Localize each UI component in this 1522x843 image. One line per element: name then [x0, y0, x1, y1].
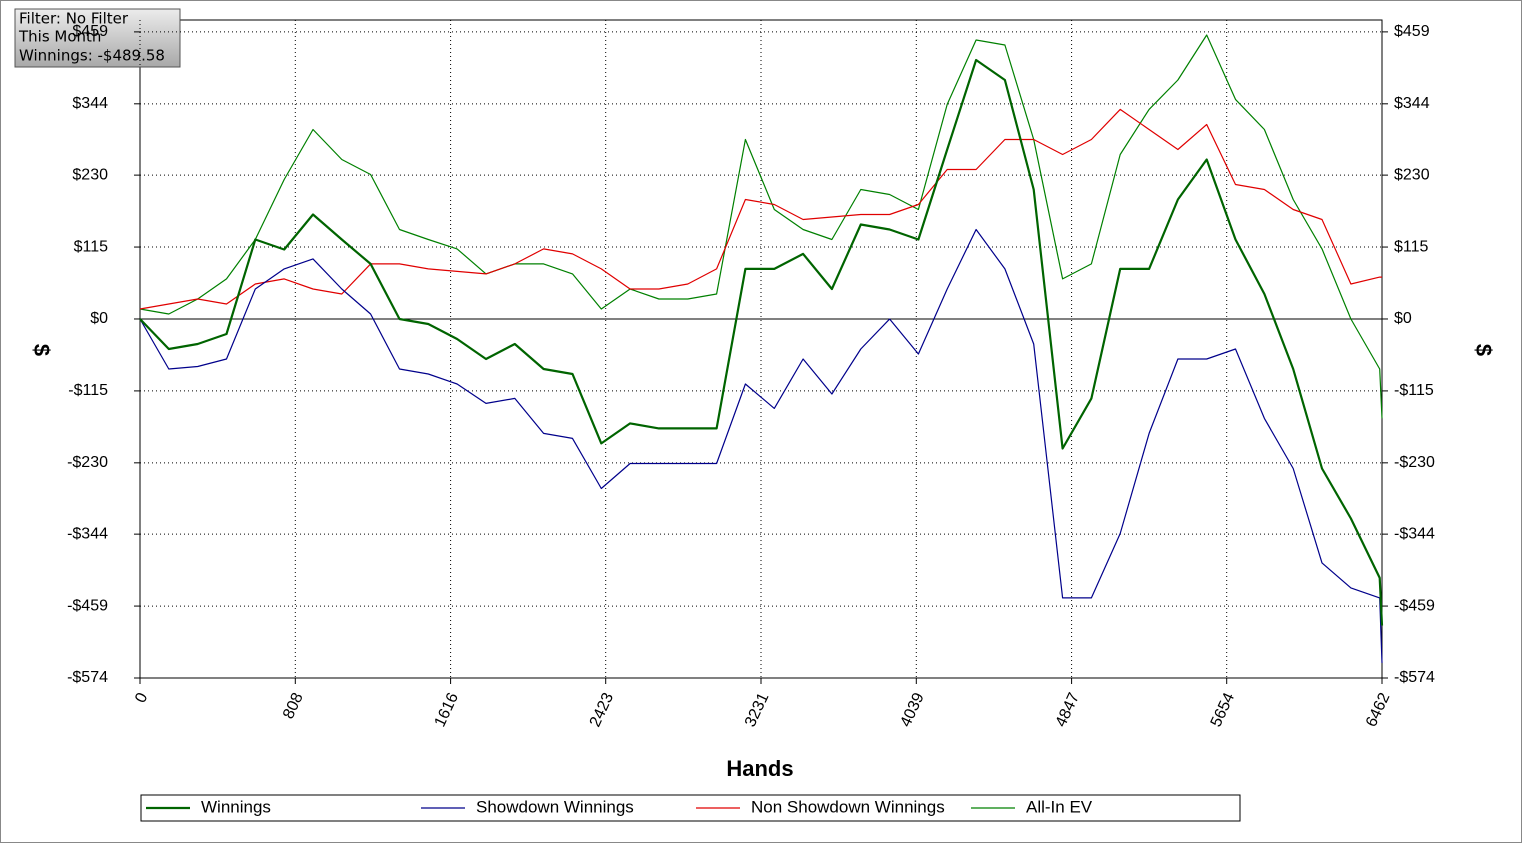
series-line	[139, 58, 1384, 626]
y-tick-label: -$230	[67, 454, 108, 471]
y-tick-label: $344	[72, 95, 108, 112]
y2-tick-label: $0	[1394, 310, 1412, 327]
legend-label: Non Showdown Winnings	[751, 797, 945, 816]
legend	[140, 794, 1241, 822]
series-line	[139, 34, 1383, 419]
y-tick-label: $115	[74, 238, 109, 255]
y2-tick-label: $459	[1394, 23, 1430, 40]
info-text: Winnings: -$489.58	[19, 47, 165, 65]
y-tick-label: -$459	[67, 597, 108, 614]
x-axis-title: Hands	[726, 756, 793, 781]
y2-axis-title: $	[1471, 344, 1496, 356]
y-tick-label: $0	[90, 310, 108, 327]
y-tick-label: -$115	[68, 382, 108, 399]
y-tick-label: $459	[72, 23, 108, 40]
series-line	[139, 108, 1382, 310]
y2-tick-label: -$115	[1394, 382, 1434, 399]
y2-tick-label: -$230	[1394, 454, 1435, 471]
y2-tick-label: -$344	[1394, 525, 1435, 542]
y2-tick-label: $344	[1394, 95, 1430, 112]
legend-label: Showdown Winnings	[476, 797, 634, 816]
y2-tick-label: -$574	[1394, 669, 1435, 686]
series-line	[139, 228, 1383, 664]
y2-tick-label: $230	[1394, 166, 1430, 183]
legend-label: All-In EV	[1026, 797, 1093, 816]
info-box	[14, 8, 181, 68]
y-axis-title: $	[29, 344, 54, 356]
legend-label: Winnings	[201, 797, 271, 816]
info-text: Filter: No Filter	[19, 10, 129, 28]
y-tick-label: -$574	[67, 669, 108, 686]
y-tick-label: -$344	[67, 525, 108, 542]
y2-tick-label: -$459	[1394, 597, 1435, 614]
y-tick-label: $230	[72, 166, 108, 183]
y2-tick-label: $115	[1394, 238, 1429, 255]
info-text: This Month	[18, 28, 101, 46]
